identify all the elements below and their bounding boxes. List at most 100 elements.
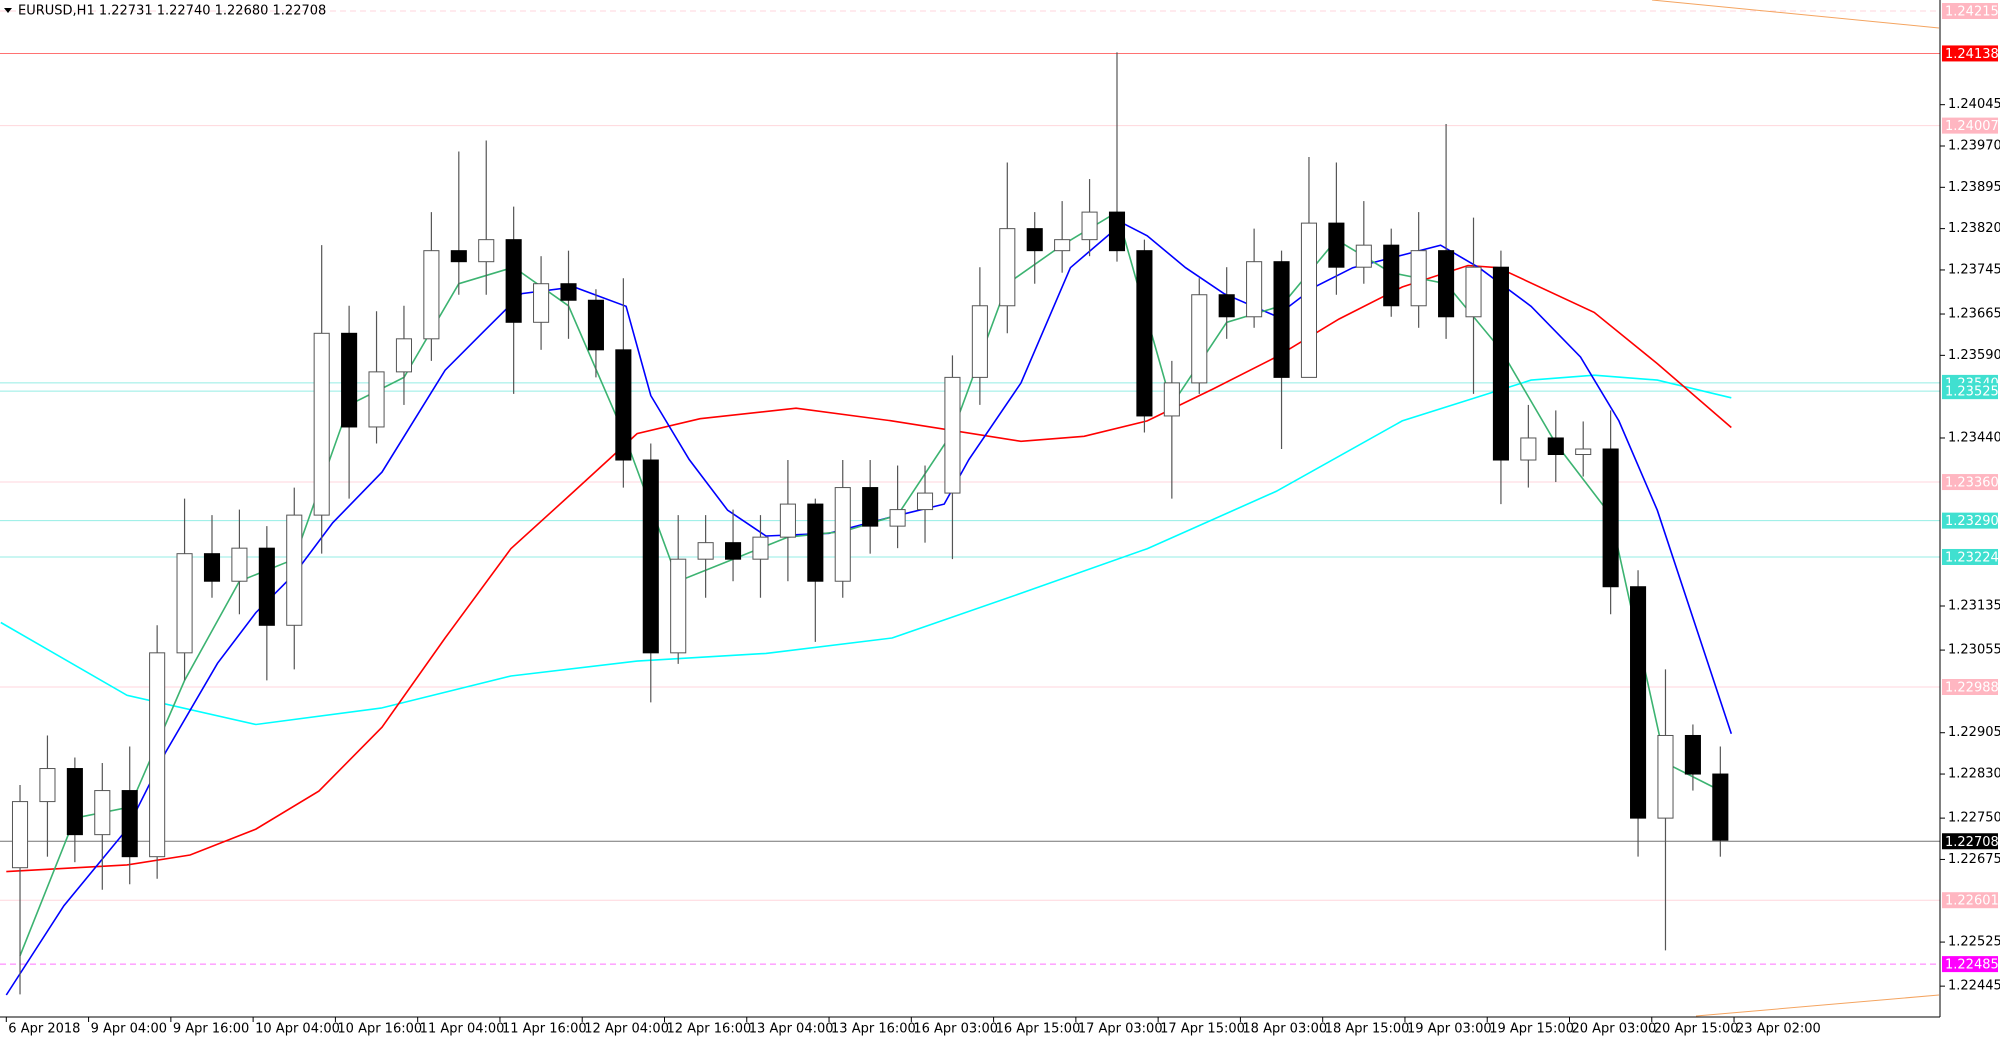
candle-body bbox=[1163, 382, 1180, 417]
candle-body bbox=[1300, 222, 1318, 378]
level-label: 1.24138 bbox=[1945, 47, 1999, 62]
y-tick-label: 1.23590 bbox=[1948, 348, 2000, 363]
candle-body bbox=[11, 801, 29, 869]
level-label-box bbox=[1942, 117, 1998, 134]
candle-body bbox=[587, 299, 604, 351]
y-tick-label: 1.22750 bbox=[1948, 811, 2000, 826]
candle-body bbox=[1355, 244, 1372, 268]
x-tick-label: 17 Apr 15:00 bbox=[1160, 1022, 1245, 1037]
candle-body bbox=[149, 652, 166, 858]
level-label: 1.23224 bbox=[1945, 550, 1999, 565]
y-tick-label: 1.22445 bbox=[1948, 979, 2000, 994]
level-label-box bbox=[1942, 678, 1998, 695]
candle-body bbox=[560, 283, 577, 301]
level-label: 1.24215 bbox=[1945, 5, 1999, 20]
candle-body bbox=[1684, 734, 1701, 775]
candle-body bbox=[505, 239, 522, 323]
candle-body bbox=[1081, 211, 1098, 241]
candle-body bbox=[341, 332, 358, 428]
level-label-box bbox=[1942, 45, 1998, 62]
y-tick-label: 1.22675 bbox=[1948, 852, 2000, 867]
channel-line bbox=[1651, 0, 1940, 29]
candle-body bbox=[395, 338, 413, 373]
y-tick-label: 1.23665 bbox=[1948, 307, 2000, 322]
x-tick-label: 18 Apr 15:00 bbox=[1325, 1022, 1410, 1037]
level-label: 1.22601 bbox=[1945, 894, 1999, 909]
candle-body bbox=[642, 459, 659, 654]
candle-body bbox=[670, 558, 687, 654]
x-tick-label: 11 Apr 04:00 bbox=[420, 1022, 505, 1037]
y-tick-label: 1.23895 bbox=[1948, 180, 2000, 195]
candle-body bbox=[39, 768, 56, 803]
candle-body bbox=[1054, 239, 1071, 252]
x-tick-label: 16 Apr 15:00 bbox=[996, 1022, 1081, 1037]
x-tick-label: 23 Apr 02:00 bbox=[1736, 1022, 1821, 1037]
candle-body bbox=[1273, 261, 1290, 378]
candle-body bbox=[916, 492, 934, 511]
candle-body bbox=[725, 542, 742, 560]
candles bbox=[11, 52, 1729, 995]
candle-body bbox=[368, 371, 385, 428]
candle-body bbox=[203, 553, 221, 582]
x-tick-label: 10 Apr 04:00 bbox=[255, 1022, 340, 1037]
candle-body bbox=[1520, 437, 1537, 461]
x-tick-label: 17 Apr 03:00 bbox=[1078, 1022, 1163, 1037]
candle-body bbox=[1438, 250, 1455, 318]
candle-body bbox=[1492, 266, 1509, 461]
y-tick-label: 1.23055 bbox=[1948, 643, 2000, 658]
level-label-box bbox=[1942, 3, 1998, 20]
candle-body bbox=[66, 768, 83, 836]
x-tick-label: 12 Apr 04:00 bbox=[584, 1022, 669, 1037]
candle-body bbox=[999, 228, 1016, 307]
candle-body bbox=[1575, 448, 1592, 456]
candle-body bbox=[615, 349, 632, 461]
candle-body bbox=[231, 547, 248, 582]
x-tick-label: 9 Apr 16:00 bbox=[173, 1022, 250, 1037]
level-label: 1.24007 bbox=[1945, 119, 1999, 134]
y-tick-label: 1.23440 bbox=[1948, 430, 2000, 445]
candle-body bbox=[1218, 294, 1235, 318]
candle-body bbox=[533, 283, 550, 323]
y-tick-label: 1.23970 bbox=[1948, 138, 2000, 153]
candle-body bbox=[1191, 294, 1208, 384]
moving-average bbox=[6, 264, 1732, 873]
candle-body bbox=[94, 790, 111, 836]
x-tick-label: 20 Apr 03:00 bbox=[1571, 1022, 1656, 1037]
candle-body bbox=[1410, 250, 1427, 307]
candle-body bbox=[1383, 244, 1400, 307]
menu-arrow[interactable] bbox=[4, 8, 12, 13]
candle-body bbox=[1712, 773, 1729, 841]
x-tick-label: 16 Apr 03:00 bbox=[913, 1022, 998, 1037]
axes: 1.24045 1.23970 1.23895 1.23820 1.23745 1.236… bbox=[5, 97, 2000, 1037]
y-tick-label: 1.23745 bbox=[1948, 262, 2000, 277]
level-label-box bbox=[1942, 474, 1998, 491]
level-label: 1.22485 bbox=[1945, 958, 1999, 973]
level-label-box bbox=[1942, 512, 1998, 529]
x-tick-label: 20 Apr 15:00 bbox=[1654, 1022, 1739, 1037]
candle-body bbox=[889, 509, 906, 527]
x-tick-label: 12 Apr 16:00 bbox=[666, 1022, 751, 1037]
x-tick-label: 6 Apr 2018 bbox=[8, 1022, 80, 1037]
y-tick-label: 1.24045 bbox=[1948, 97, 2000, 112]
candle-body bbox=[1465, 266, 1482, 318]
level-label-box bbox=[1942, 833, 1998, 850]
candle-body bbox=[1602, 448, 1619, 588]
candle-body bbox=[697, 542, 714, 560]
x-tick-label: 13 Apr 04:00 bbox=[749, 1022, 834, 1037]
level-label: 1.22708 bbox=[1945, 835, 1999, 850]
candle-body bbox=[807, 503, 824, 582]
y-tick-label: 1.22830 bbox=[1948, 767, 2000, 782]
x-tick-label: 18 Apr 03:00 bbox=[1242, 1022, 1327, 1037]
candle-body bbox=[779, 503, 796, 538]
candle-body bbox=[1547, 437, 1564, 456]
candle-body bbox=[313, 332, 330, 516]
x-tick-label: 19 Apr 15:00 bbox=[1489, 1022, 1574, 1037]
x-tick-label: 11 Apr 16:00 bbox=[502, 1022, 587, 1037]
candle-body bbox=[286, 514, 303, 626]
candle-body bbox=[1630, 586, 1647, 819]
chart-title: EURUSD,H1 1.22731 1.22740 1.22680 1.2270… bbox=[18, 4, 326, 19]
candle-body bbox=[423, 250, 440, 340]
